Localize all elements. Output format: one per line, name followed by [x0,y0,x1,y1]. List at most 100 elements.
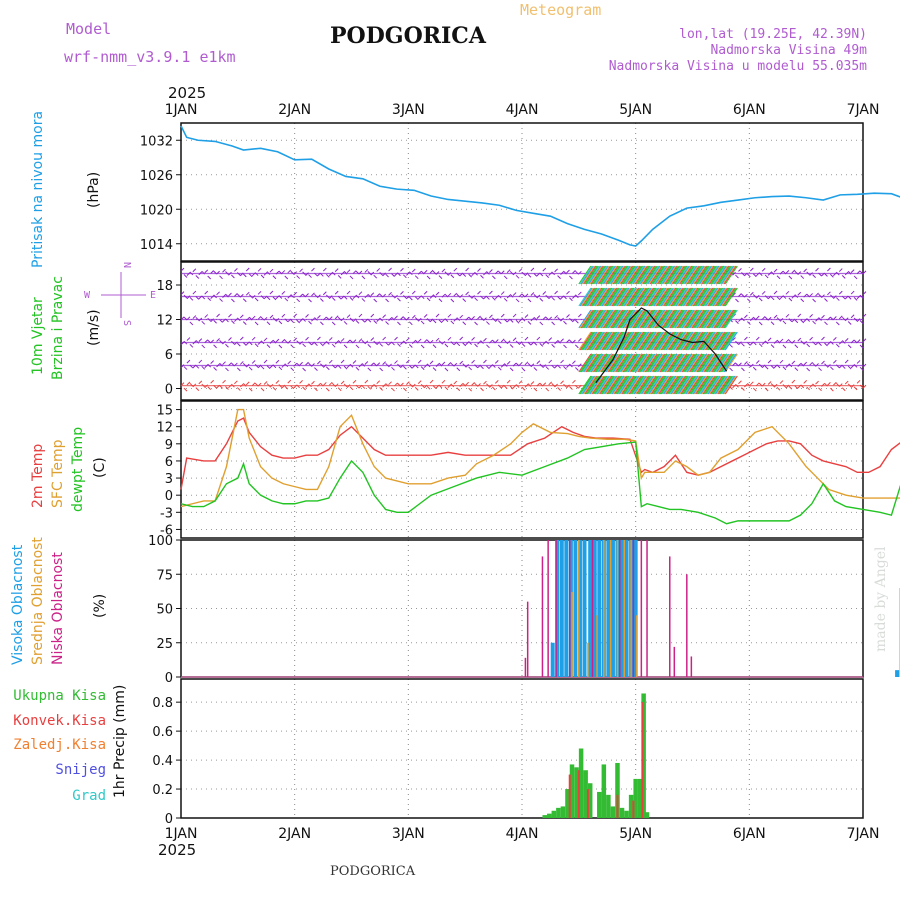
wind-arrow [689,353,703,373]
ytick-label: 6 [165,455,173,470]
wind-arrow [621,331,635,351]
wind-arrow [676,353,690,373]
wind-barb [566,290,570,295]
wind-arrow [646,265,659,285]
wind-barb [524,314,529,318]
wind-arrow [706,309,720,329]
wind-barb [503,297,508,302]
wind-arrow [717,331,731,351]
wind-barb [530,267,535,272]
wind-arrow [672,309,685,329]
wind-arrow [579,331,593,351]
wind-barb [314,367,318,372]
wind-barb [331,321,336,326]
wind-barb [260,274,265,279]
wind-arrow [626,287,640,307]
wind-barb [847,321,852,325]
wind-arrow [651,331,664,351]
wind-arrow [651,265,664,285]
wind-arrow [607,353,621,373]
wind-barb [776,296,781,301]
wind-barb [186,359,191,364]
wind-barb [806,386,811,391]
wind-arrow [582,353,595,373]
wind-barb [459,336,464,341]
wind-arrow [605,309,619,329]
wind-barb [752,273,757,278]
wind-barb [462,342,467,347]
wind-arrow [648,309,662,329]
wind-barb [491,275,496,280]
wind-arrow [708,309,722,329]
wind-barb [788,275,793,280]
wind-barb [512,313,517,318]
wind-barb [794,344,799,349]
wind-barb [438,319,443,324]
wind-arrow [662,265,675,285]
wind-barb [758,321,763,326]
wind-barb [263,359,268,364]
wind-barb [420,344,425,349]
wind-arrow [669,265,683,285]
wind-barb [320,298,324,302]
wind-barb [334,290,339,295]
wind-arrow [617,287,631,307]
wind-barb [761,290,766,295]
wind-arrow [655,287,669,307]
wind-arrow [674,331,688,351]
wind-arrow [626,331,640,351]
wind-barb [269,314,274,319]
wind-arrow [710,331,724,351]
wind-arrow [667,287,680,307]
wind-arrow [705,309,719,329]
bar-high-cloud [577,540,582,677]
wind-arrow [642,265,656,285]
wind-arrow [587,353,600,373]
wind-barb [554,290,558,295]
wind-arrow [648,353,662,373]
wind-barb [281,338,286,343]
bar-low-cloud [555,540,557,677]
wind-arrow [701,331,715,351]
xtick-label-bottom: 4JAN [506,826,539,842]
wind-barb [818,367,822,372]
wind-arrow [594,375,608,395]
wind-arrow [601,331,615,351]
bar-mid-cloud [609,540,612,677]
wind-arrow [637,331,651,351]
wind-barb [747,321,751,325]
wind-arrow [665,375,679,395]
wind-arrow [593,309,607,329]
wind-arrow [706,287,720,307]
wind-arrow [716,331,730,351]
wind-arrow [623,287,637,307]
wind-barb [489,269,493,273]
wind-barb [548,337,553,342]
wind-arrow [684,353,698,373]
wind-barb [207,297,212,301]
wind-arrow [593,265,607,285]
bar-low-cloud [526,601,529,677]
wind-arrow [591,331,605,351]
wind-barb [527,298,532,303]
wind-arrow [660,353,674,373]
wind-barb [735,274,739,279]
wind-arrow [601,287,615,307]
wind-barb [447,292,452,297]
wind-arrow [589,287,603,307]
wind-barb [352,360,357,364]
wind-barb [447,361,452,366]
wind-arrow [713,265,727,285]
wind-arrow [616,265,630,285]
wind-barb [429,269,434,274]
wind-barb [862,313,867,318]
wind-arrow [648,265,662,285]
series-line-temp2m [180,417,900,490]
wind-arrow [628,265,642,285]
wind-arrow [633,309,647,329]
bar-mid-cloud [623,540,626,677]
wind-barb [242,273,247,278]
panel-frame [180,678,864,819]
wind-barb [450,320,455,325]
wind-barb [198,380,203,385]
